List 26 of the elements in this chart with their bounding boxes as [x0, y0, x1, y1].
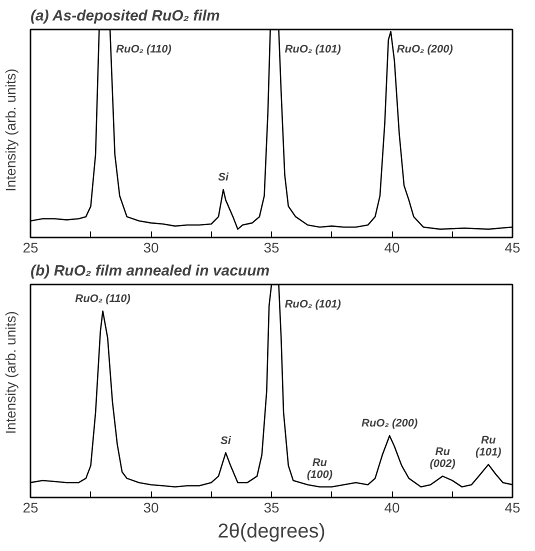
annotation: Ru (100) — [306, 456, 333, 481]
x-tick-label: 30 — [143, 240, 159, 256]
chart-title: (a) As-deposited RuO₂ film — [30, 8, 220, 24]
x-tick-label: 25 — [22, 240, 38, 256]
x-tick-label: 40 — [384, 240, 400, 256]
annotation: RuO₂ (200) — [362, 418, 418, 430]
x-tick-label: 40 — [384, 500, 400, 516]
annotation: RuO₂ (110) — [116, 44, 172, 56]
annotation: Ru (002) — [430, 446, 456, 470]
x-tick-label: 25 — [22, 500, 38, 516]
x-axis-title: 2θ(degrees) — [218, 520, 326, 542]
y-axis-title: Intensity (arb. units) — [2, 311, 18, 434]
chart-title: (b) RuO₂ film annealed in vacuum — [30, 262, 270, 280]
annotation: RuO₂ (101) — [284, 298, 342, 310]
annotation: Ru (101) — [476, 434, 502, 458]
x-tick-label: 35 — [264, 240, 280, 256]
annotation: Si — [220, 434, 232, 447]
x-tick-label: 35 — [264, 500, 280, 516]
y-axis-title: Intensity (arb. units) — [2, 68, 18, 192]
annotation: RuO₂ (200) — [396, 44, 454, 56]
x-tick-label: 45 — [504, 240, 520, 256]
annotation: RuO₂ (110) — [75, 293, 131, 306]
x-tick-label: 30 — [143, 500, 159, 516]
annotation: RuO₂ (101) — [284, 44, 342, 56]
x-tick-label: 45 — [504, 500, 520, 516]
annotation: Si — [218, 172, 230, 184]
